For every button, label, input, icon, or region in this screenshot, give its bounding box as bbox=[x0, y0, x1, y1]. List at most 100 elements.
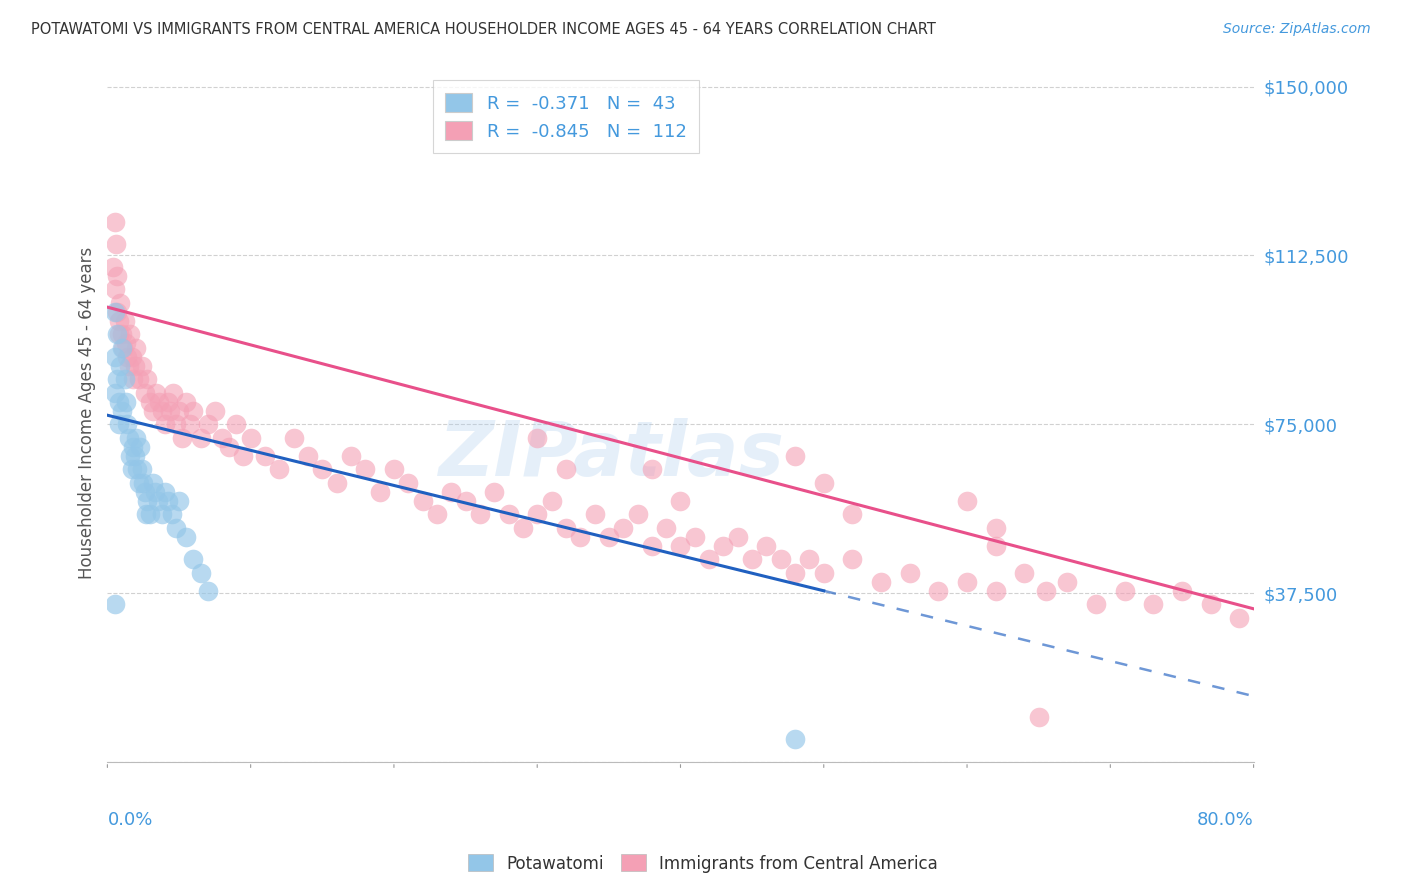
Point bbox=[669, 493, 692, 508]
Point bbox=[103, 597, 125, 611]
Point bbox=[103, 350, 125, 364]
Point bbox=[142, 475, 165, 490]
Point bbox=[139, 394, 162, 409]
Point bbox=[626, 508, 648, 522]
Point bbox=[683, 530, 706, 544]
Point bbox=[143, 484, 166, 499]
Point bbox=[111, 403, 134, 417]
Point bbox=[1199, 597, 1222, 611]
Point bbox=[283, 431, 305, 445]
Point bbox=[190, 431, 212, 445]
Point bbox=[612, 521, 634, 535]
Point bbox=[121, 350, 143, 364]
Point bbox=[153, 484, 176, 499]
Point bbox=[114, 372, 136, 386]
Point bbox=[118, 359, 141, 373]
Point bbox=[325, 475, 347, 490]
Point bbox=[117, 417, 139, 432]
Point bbox=[713, 539, 735, 553]
Point bbox=[142, 403, 165, 417]
Point bbox=[108, 417, 131, 432]
Point bbox=[225, 417, 247, 432]
Point bbox=[583, 508, 606, 522]
Point bbox=[641, 462, 664, 476]
Point bbox=[382, 462, 405, 476]
Point bbox=[120, 327, 142, 342]
Point bbox=[145, 385, 167, 400]
Point bbox=[655, 521, 678, 535]
Point bbox=[512, 521, 534, 535]
Point bbox=[755, 539, 778, 553]
Point bbox=[956, 574, 979, 589]
Point bbox=[107, 327, 129, 342]
Point bbox=[139, 508, 162, 522]
Point bbox=[1035, 583, 1057, 598]
Point bbox=[160, 508, 183, 522]
Point bbox=[183, 403, 205, 417]
Point bbox=[103, 282, 125, 296]
Point bbox=[131, 359, 153, 373]
Point bbox=[134, 484, 156, 499]
Point bbox=[108, 327, 131, 342]
Point bbox=[174, 530, 197, 544]
Point bbox=[641, 539, 664, 553]
Point bbox=[1227, 611, 1250, 625]
Point bbox=[239, 431, 262, 445]
Point bbox=[526, 508, 548, 522]
Point bbox=[1028, 710, 1050, 724]
Point bbox=[898, 566, 921, 580]
Point bbox=[554, 521, 576, 535]
Point bbox=[1085, 597, 1108, 611]
Point bbox=[156, 493, 179, 508]
Legend: R =  -0.371   N =  43, R =  -0.845   N =  112: R = -0.371 N = 43, R = -0.845 N = 112 bbox=[433, 80, 699, 153]
Point bbox=[190, 566, 212, 580]
Point bbox=[121, 462, 143, 476]
Point bbox=[984, 521, 1007, 535]
Point bbox=[132, 475, 155, 490]
Point bbox=[669, 539, 692, 553]
Point bbox=[412, 493, 434, 508]
Point bbox=[484, 484, 506, 499]
Text: POTAWATOMI VS IMMIGRANTS FROM CENTRAL AMERICA HOUSEHOLDER INCOME AGES 45 - 64 YE: POTAWATOMI VS IMMIGRANTS FROM CENTRAL AM… bbox=[31, 22, 936, 37]
Point bbox=[197, 417, 219, 432]
Point bbox=[150, 508, 173, 522]
Point bbox=[112, 341, 135, 355]
Point bbox=[124, 359, 146, 373]
Point bbox=[841, 508, 863, 522]
Point bbox=[311, 462, 333, 476]
Point bbox=[440, 484, 463, 499]
Point bbox=[813, 475, 835, 490]
Point bbox=[129, 440, 152, 454]
Point bbox=[927, 583, 949, 598]
Point bbox=[122, 372, 145, 386]
Point bbox=[124, 449, 146, 463]
Point bbox=[125, 431, 148, 445]
Point bbox=[218, 440, 240, 454]
Point bbox=[984, 583, 1007, 598]
Point bbox=[454, 493, 477, 508]
Point bbox=[727, 530, 749, 544]
Point bbox=[107, 372, 129, 386]
Point bbox=[101, 260, 124, 274]
Point bbox=[108, 313, 131, 327]
Point bbox=[426, 508, 449, 522]
Point bbox=[197, 583, 219, 598]
Point bbox=[162, 385, 184, 400]
Point bbox=[103, 385, 125, 400]
Point bbox=[131, 462, 153, 476]
Point bbox=[785, 566, 807, 580]
Point bbox=[211, 431, 233, 445]
Point bbox=[104, 237, 127, 252]
Y-axis label: Householder Income Ages 45 - 64 years: Householder Income Ages 45 - 64 years bbox=[79, 247, 96, 579]
Point bbox=[118, 431, 141, 445]
Point bbox=[253, 449, 276, 463]
Point bbox=[232, 449, 254, 463]
Point bbox=[115, 336, 138, 351]
Point bbox=[128, 372, 150, 386]
Point bbox=[128, 475, 150, 490]
Point bbox=[110, 359, 132, 373]
Point bbox=[174, 394, 197, 409]
Point bbox=[785, 449, 807, 463]
Point bbox=[120, 449, 142, 463]
Point bbox=[204, 403, 226, 417]
